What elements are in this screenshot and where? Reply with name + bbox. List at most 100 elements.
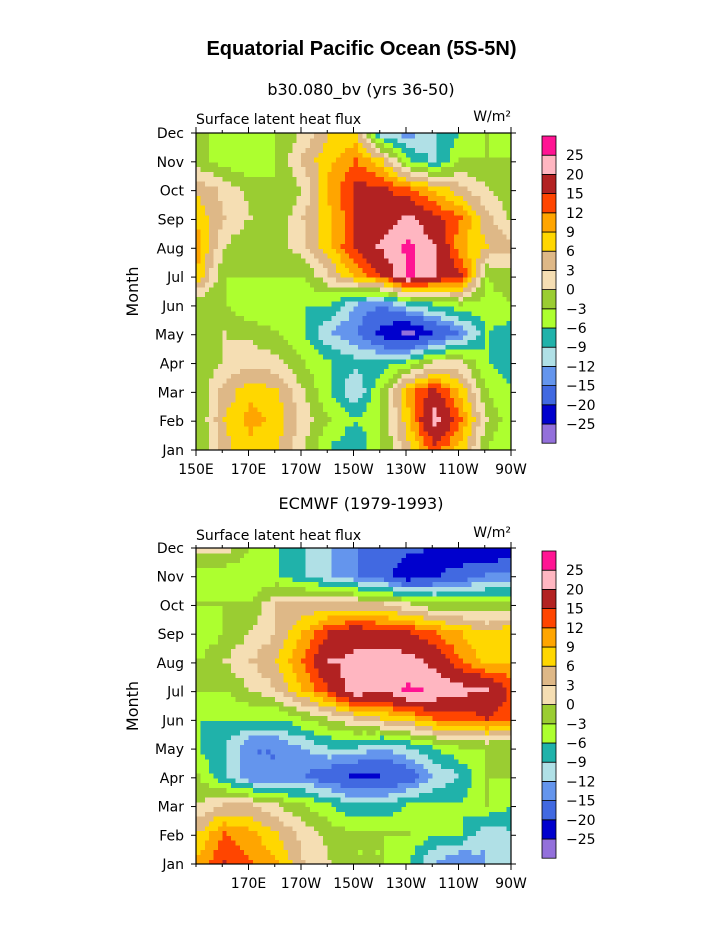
- heatmap-cell: [371, 416, 376, 422]
- heatmap-cell: [480, 353, 486, 360]
- heatmap-cell: [506, 161, 512, 168]
- heatmap-cell: [196, 185, 201, 192]
- heatmap-cell: [283, 315, 289, 321]
- heatmap-cell: [318, 406, 324, 413]
- heatmap-cell: [384, 142, 390, 149]
- heatmap-cell: [366, 411, 372, 417]
- heatmap-cell: [296, 325, 302, 331]
- heatmap-cell: [287, 190, 293, 197]
- heatmap-cell: [484, 382, 490, 389]
- heatmap-cell: [231, 214, 236, 221]
- heatmap-cell: [261, 219, 267, 225]
- heatmap-cell: [217, 253, 223, 259]
- heatmap-cell: [375, 425, 381, 432]
- heatmap-cell: [427, 349, 433, 355]
- heatmap-cell: [502, 157, 508, 163]
- heatmap-cell: [392, 349, 398, 355]
- heatmap-cell: [371, 224, 376, 230]
- heatmap-cell: [353, 171, 359, 177]
- heatmap-cell: [445, 377, 451, 384]
- heatmap-cell: [388, 176, 394, 182]
- heatmap-cell: [476, 190, 481, 197]
- heatmap-cell: [340, 411, 346, 417]
- heatmap-cell: [484, 229, 490, 235]
- heatmap-cell: [392, 166, 398, 173]
- heatmap-cell: [436, 238, 442, 245]
- heatmap-cell: [471, 358, 477, 365]
- heatmap-cell: [406, 296, 411, 302]
- heatmap-cell: [196, 142, 201, 149]
- heatmap-cell: [296, 224, 302, 230]
- heatmap-cell: [283, 377, 289, 384]
- heatmap-cell: [226, 214, 232, 221]
- heatmap-cell: [226, 859, 232, 865]
- heatmap-cell: [279, 219, 285, 225]
- heatmap-cell: [406, 272, 411, 278]
- heatmap-cell: [441, 142, 446, 149]
- heatmap-cell: [209, 137, 215, 144]
- heatmap-cell: [441, 329, 446, 336]
- heatmap-cell: [204, 445, 210, 451]
- heatmap-cell: [353, 421, 359, 427]
- heatmap-cell: [287, 440, 293, 446]
- heatmap-cell: [414, 291, 420, 297]
- heatmap-cell: [301, 353, 306, 360]
- heatmap-cell: [344, 296, 350, 302]
- heatmap-cell: [458, 200, 464, 206]
- heatmap-cell: [266, 291, 271, 297]
- heatmap-cell: [314, 296, 320, 302]
- heatmap-cell: [244, 277, 250, 283]
- heatmap-cell: [362, 171, 368, 177]
- heatmap-cell: [375, 363, 381, 369]
- heatmap-cell: [414, 262, 420, 269]
- heatmap-cell: [222, 440, 228, 446]
- heatmap-cell: [497, 152, 503, 158]
- heatmap-cell: [458, 133, 464, 139]
- heatmap-cell: [384, 445, 390, 451]
- heatmap-cell: [305, 166, 311, 173]
- heatmap-cell: [497, 401, 503, 408]
- heatmap-cell: [327, 445, 333, 451]
- heatmap-cell: [427, 262, 433, 269]
- heatmap-cell: [384, 277, 390, 283]
- heatmap-cell: [287, 253, 293, 259]
- heatmap-cell: [239, 339, 245, 345]
- heatmap-cell: [309, 854, 315, 860]
- heatmap-cell: [248, 209, 254, 216]
- heatmap-cell: [484, 286, 490, 293]
- heatmap-cell: [196, 262, 201, 269]
- heatmap-cell: [436, 416, 442, 422]
- heatmap-cell: [217, 161, 223, 168]
- heatmap-cell: [279, 310, 285, 317]
- heatmap-cell: [270, 373, 276, 379]
- heatmap-cell: [366, 224, 372, 230]
- heatmap-cell: [441, 315, 446, 321]
- heatmap-cell: [379, 416, 385, 422]
- heatmap-cell: [471, 397, 477, 403]
- heatmap-cell: [305, 854, 311, 860]
- heatmap-cell: [336, 315, 341, 321]
- heatmap-cell: [489, 401, 495, 408]
- heatmap-cell: [401, 291, 407, 297]
- heatmap-cell: [353, 257, 359, 264]
- heatmap-cell: [427, 133, 433, 139]
- heatmap-cell: [257, 176, 263, 182]
- heatmap-cell: [454, 349, 460, 355]
- heatmap-cell: [283, 272, 289, 278]
- heatmap-cell: [441, 166, 446, 173]
- heatmap-cell: [209, 248, 215, 254]
- heatmap-cell: [441, 161, 446, 168]
- heatmap-cell: [476, 301, 481, 307]
- heatmap-cell: [357, 382, 363, 389]
- heatmap-cell: [484, 152, 490, 158]
- heatmap-cell: [213, 238, 219, 245]
- heatmap-cell: [401, 181, 407, 187]
- heatmap-cell: [432, 286, 438, 293]
- heatmap-cell: [213, 229, 219, 235]
- heatmap-cell: [292, 430, 298, 437]
- heatmap-cell: [471, 387, 477, 393]
- heatmap-cell: [270, 157, 276, 163]
- heatmap-cell: [248, 224, 254, 230]
- heatmap-cell: [471, 219, 477, 225]
- heatmap-cell: [309, 296, 315, 302]
